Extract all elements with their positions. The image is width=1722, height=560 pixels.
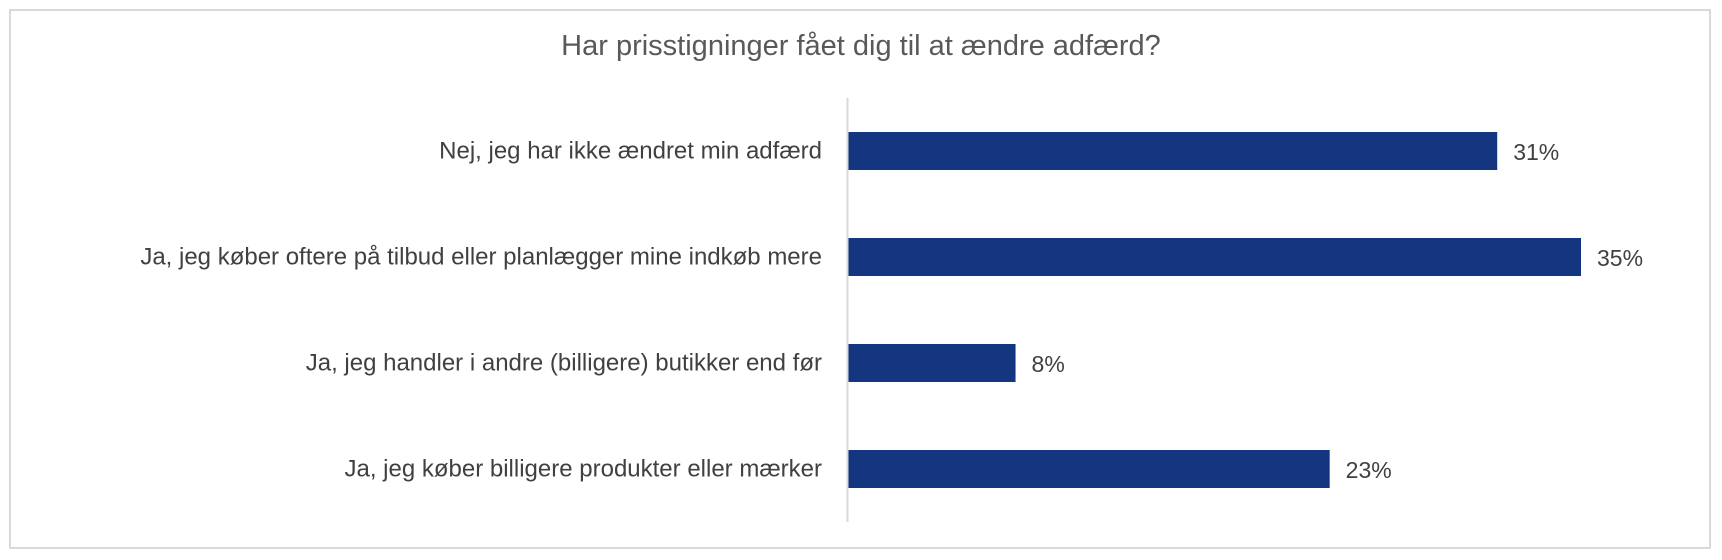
chart-title: Har prisstigninger fået dig til at ændre… — [561, 30, 1161, 62]
data-label: 35% — [1597, 245, 1643, 271]
labels-layer: Nej, jeg har ikke ændret min adfærd 31% Ja… — [140, 138, 1643, 484]
bar — [848, 132, 1498, 170]
category-label: Ja, jeg køber oftere på tilbud eller pla… — [140, 244, 822, 271]
data-label: 31% — [1513, 139, 1559, 165]
data-label: 8% — [1032, 351, 1065, 377]
bar — [848, 344, 1016, 382]
bars-layer — [848, 132, 1581, 488]
data-label: 23% — [1346, 457, 1392, 483]
category-label: Ja, jeg handler i andre (billigere) buti… — [306, 350, 822, 377]
bar — [848, 238, 1581, 276]
category-label: Ja, jeg køber billigere produkter eller … — [344, 456, 822, 483]
category-label: Nej, jeg har ikke ændret min adfærd — [439, 138, 822, 165]
bar — [848, 450, 1330, 488]
